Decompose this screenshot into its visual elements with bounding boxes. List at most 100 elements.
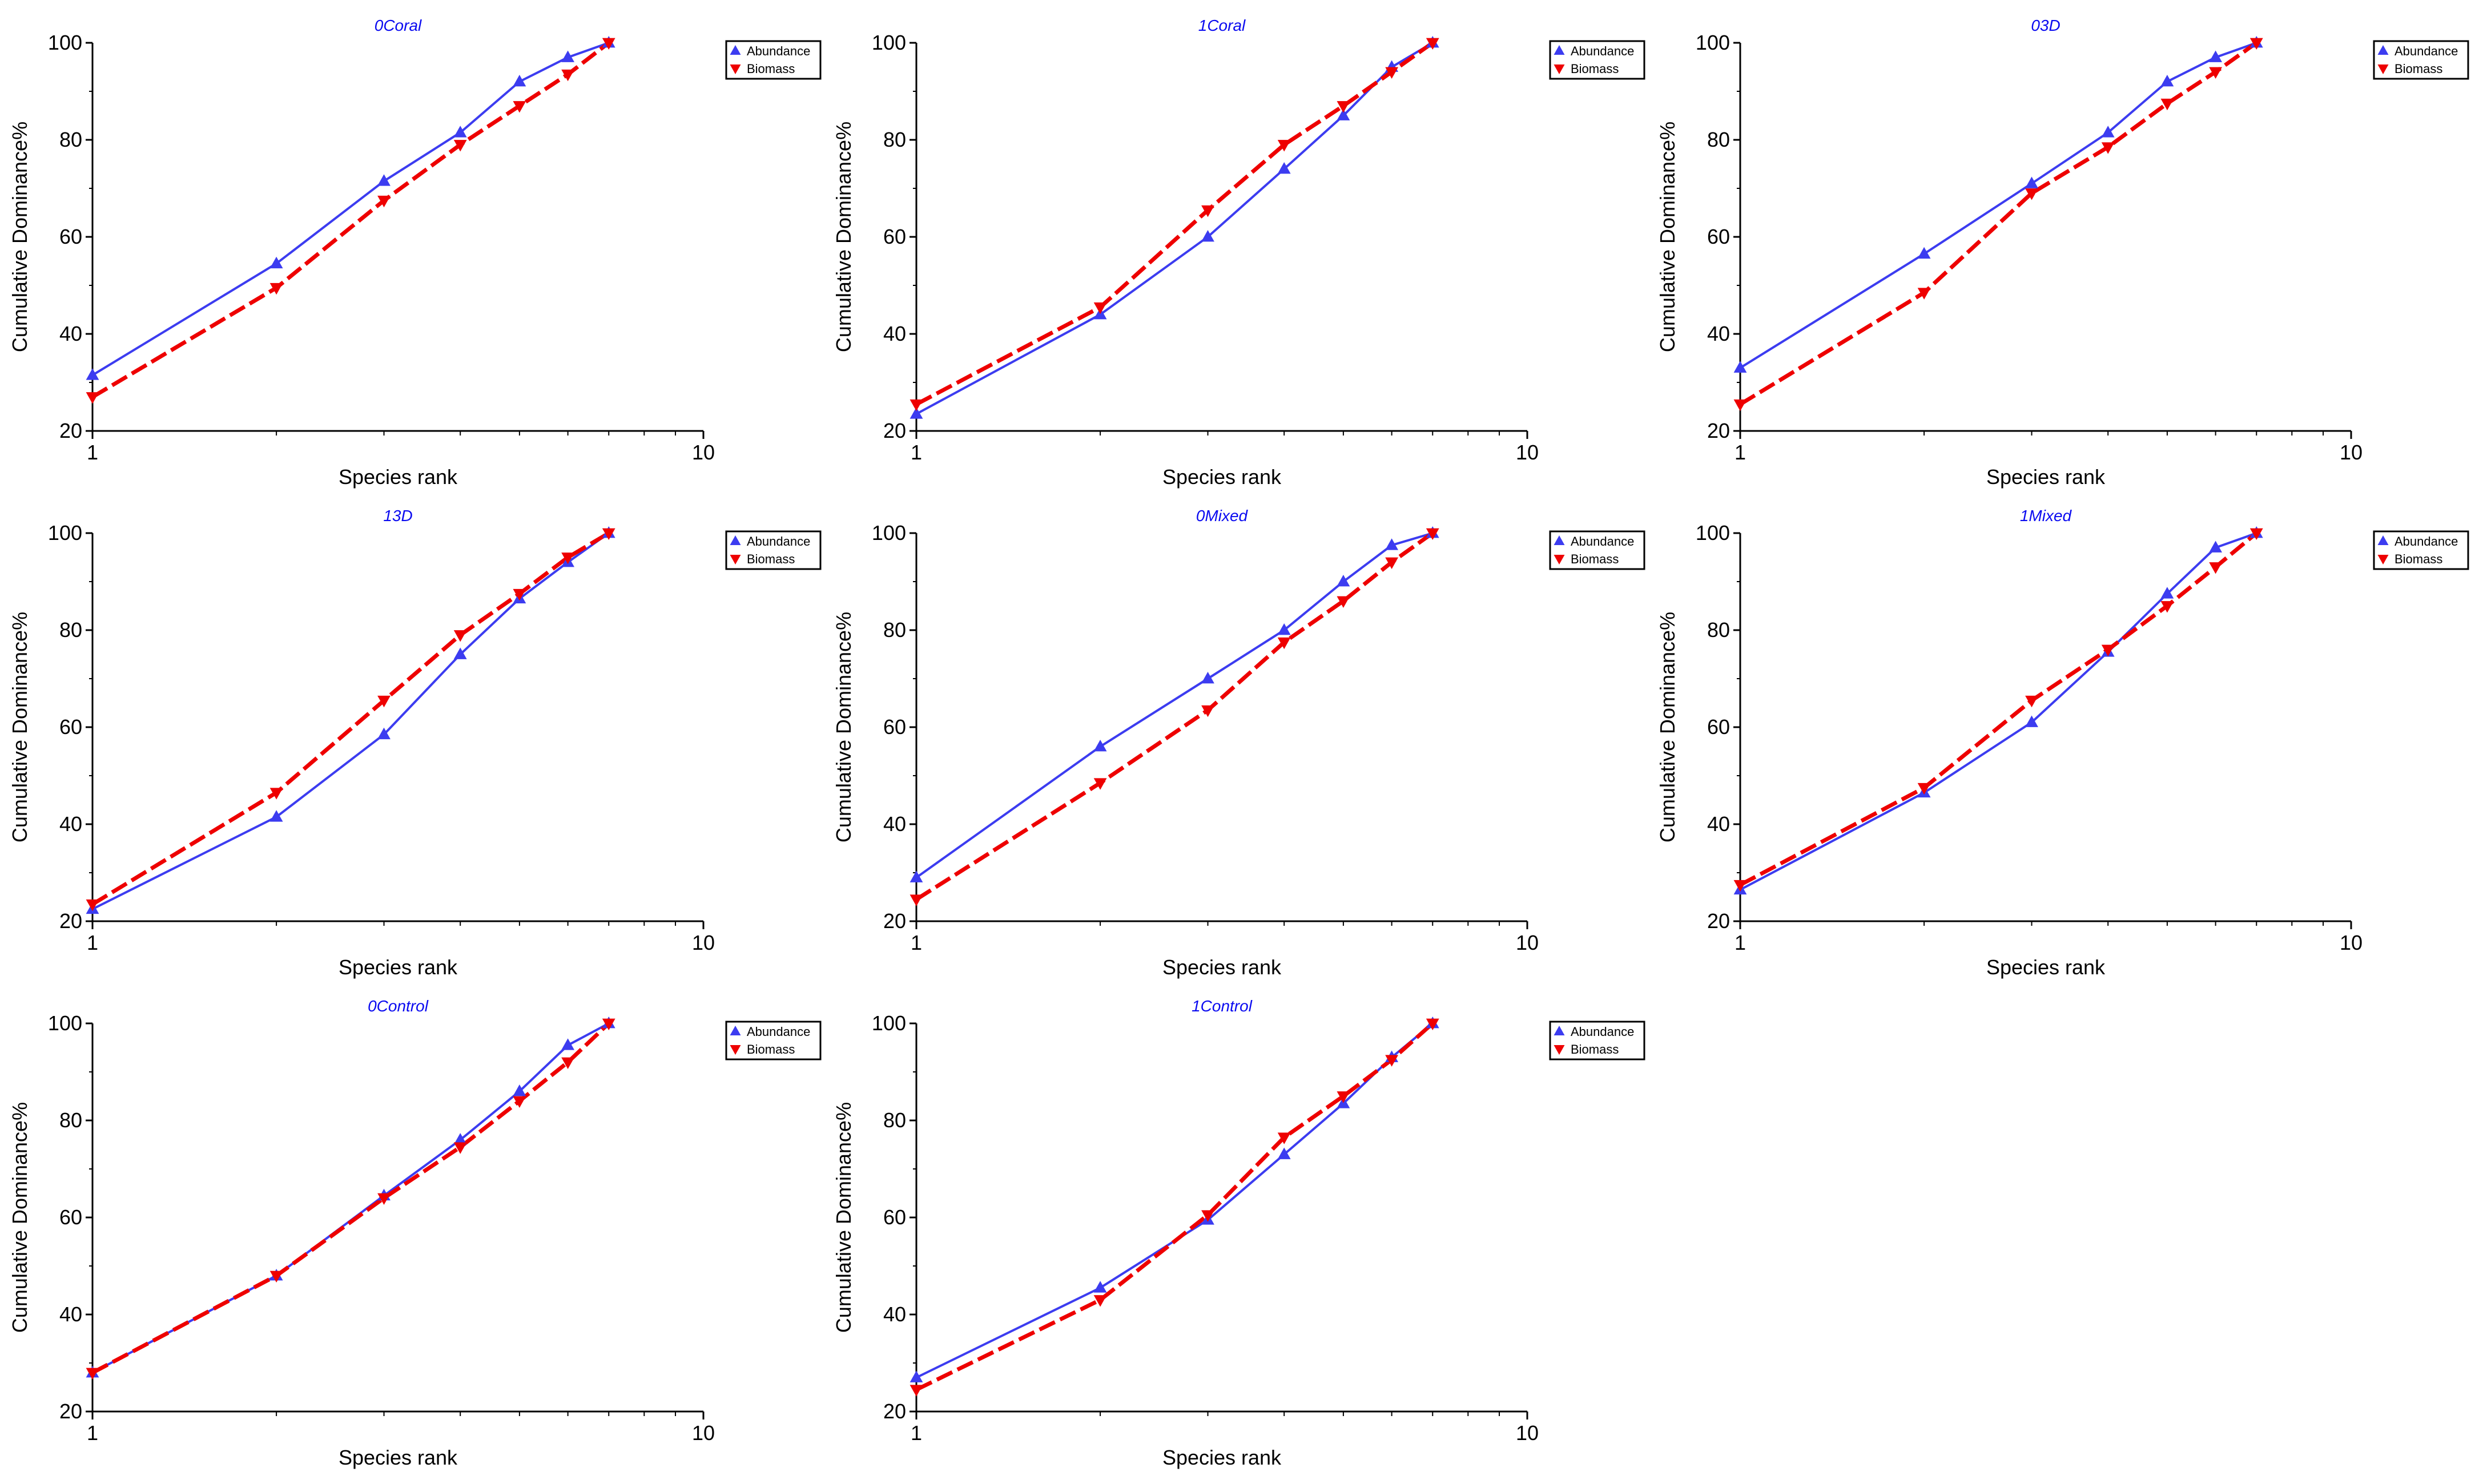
marker-biomass: [1917, 288, 1931, 300]
y-tick-label: 20: [59, 1400, 82, 1423]
legend-box: [2373, 530, 2469, 570]
marker-abundance: [1277, 623, 1291, 635]
marker-biomass: [513, 101, 526, 113]
y-tick-label: 80: [883, 128, 906, 151]
series-line-biomass: [915, 1022, 1434, 1392]
y-axis-label: Cumulative Dominance%: [8, 122, 31, 352]
marker-biomass: [1917, 783, 1931, 795]
marker-biomass: [561, 553, 575, 564]
marker-biomass: [602, 528, 615, 540]
series-line-biomass: [1739, 41, 2258, 406]
legend-marker-abundance: [730, 45, 741, 55]
chart-panel-1Control: 20 40 60 80 100 1 10 Species rank Cumulative Dom…: [832, 997, 1645, 1469]
marker-abundance: [909, 870, 923, 882]
series-line-biomass: [91, 1022, 610, 1375]
legend-marker-biomass: [730, 555, 741, 564]
y-axis-label: Cumulative Dominance%: [1656, 612, 1679, 842]
legend-label-abundance: Abundance: [1571, 534, 1634, 549]
marker-abundance: [269, 810, 283, 822]
marker-biomass: [513, 588, 526, 601]
series-line-biomass: [915, 531, 1434, 901]
chart-title: 0Mixed: [1196, 507, 1249, 525]
y-tick-label: 100: [48, 1011, 82, 1035]
marker-abundance: [1733, 361, 1747, 373]
y-tick-label: 20: [883, 909, 906, 933]
marker-biomass: [602, 38, 615, 50]
marker-biomass: [2025, 188, 2038, 200]
marker-biomass: [269, 283, 283, 295]
y-tick-label: 60: [59, 1205, 82, 1229]
marker-biomass: [1337, 1091, 1350, 1103]
marker-biomass: [2160, 98, 2174, 111]
marker-biomass: [1733, 399, 1747, 412]
chart-panel-0Control: 20 40 60 80 100 1 10 Species rank Cumulative Dom…: [8, 997, 822, 1469]
x-axis-label: Species rank: [339, 1446, 458, 1469]
series-line-abundance: [916, 1022, 1434, 1379]
y-tick-label: 100: [1696, 31, 1730, 54]
x-tick-label: 10: [2340, 441, 2363, 464]
marker-abundance: [1093, 1281, 1107, 1293]
marker-biomass: [377, 695, 391, 708]
marker-abundance: [1277, 162, 1291, 174]
y-tick-label: 40: [1707, 812, 1730, 836]
series-line-abundance: [92, 532, 610, 910]
marker-abundance: [909, 1370, 923, 1382]
marker-biomass: [909, 399, 923, 412]
legend-label-abundance: Abundance: [1571, 1025, 1634, 1039]
x-axis-label: Species rank: [339, 465, 458, 489]
y-tick-label: 40: [883, 322, 906, 345]
legend-label-abundance: Abundance: [747, 44, 810, 58]
chart-title: 1Coral: [1198, 17, 1246, 34]
y-tick-label: 100: [872, 1011, 906, 1035]
legend-label-biomass: Biomass: [2395, 62, 2442, 76]
series-line-biomass: [915, 41, 1434, 406]
marker-abundance: [2160, 587, 2174, 599]
marker-biomass: [1093, 778, 1107, 790]
y-tick-label: 80: [59, 128, 82, 151]
marker-biomass: [1201, 705, 1214, 717]
y-tick-label: 40: [59, 1302, 82, 1326]
legend-marker-abundance: [730, 1026, 741, 1035]
y-tick-label: 20: [1707, 909, 1730, 933]
y-tick-label: 100: [872, 31, 906, 54]
legend-marker-biomass: [1554, 64, 1565, 74]
marker-biomass: [1426, 1018, 1439, 1030]
x-tick-label: 10: [1516, 1421, 1539, 1445]
y-tick-label: 20: [1707, 419, 1730, 442]
legend-marker-abundance: [2377, 535, 2389, 545]
legend-label-abundance: Abundance: [747, 1025, 810, 1039]
marker-abundance: [2209, 541, 2223, 553]
legend-marker-biomass: [1554, 555, 1565, 564]
series-line-abundance: [91, 42, 609, 376]
marker-abundance: [561, 50, 575, 62]
y-tick-label: 60: [1707, 225, 1730, 248]
x-axis-label: Species rank: [1162, 955, 1282, 979]
marker-biomass: [1201, 205, 1214, 217]
series-line-abundance: [1740, 532, 2257, 891]
marker-biomass: [1337, 101, 1350, 113]
marker-biomass: [2101, 644, 2115, 656]
y-tick-label: 80: [883, 1108, 906, 1132]
marker-abundance: [453, 126, 467, 138]
legend-marker-biomass: [1554, 1045, 1565, 1055]
chart-title: 13D: [383, 507, 412, 525]
y-tick-label: 80: [1707, 128, 1730, 151]
legend-box: [1549, 530, 1645, 570]
legend-box: [2373, 40, 2469, 80]
chart-panel-1Coral: 20 40 60 80 100 1 10 Species rank Cumulative Dom…: [832, 17, 1645, 489]
marker-biomass: [561, 1057, 575, 1069]
marker-abundance: [377, 727, 391, 740]
marker-biomass: [1277, 140, 1291, 152]
y-tick-label: 20: [883, 1400, 906, 1423]
marker-biomass: [1385, 557, 1399, 569]
marker-abundance: [2025, 715, 2038, 727]
legend-marker-abundance: [730, 535, 741, 545]
x-tick-label: 10: [692, 931, 715, 954]
y-tick-label: 20: [59, 909, 82, 933]
y-axis-label: Cumulative Dominance%: [8, 1102, 31, 1333]
x-tick-label: 1: [911, 441, 922, 464]
legend-marker-abundance: [2377, 45, 2389, 55]
marker-abundance: [86, 368, 99, 380]
chart-title: 0Coral: [375, 17, 422, 34]
marker-biomass: [86, 392, 99, 404]
